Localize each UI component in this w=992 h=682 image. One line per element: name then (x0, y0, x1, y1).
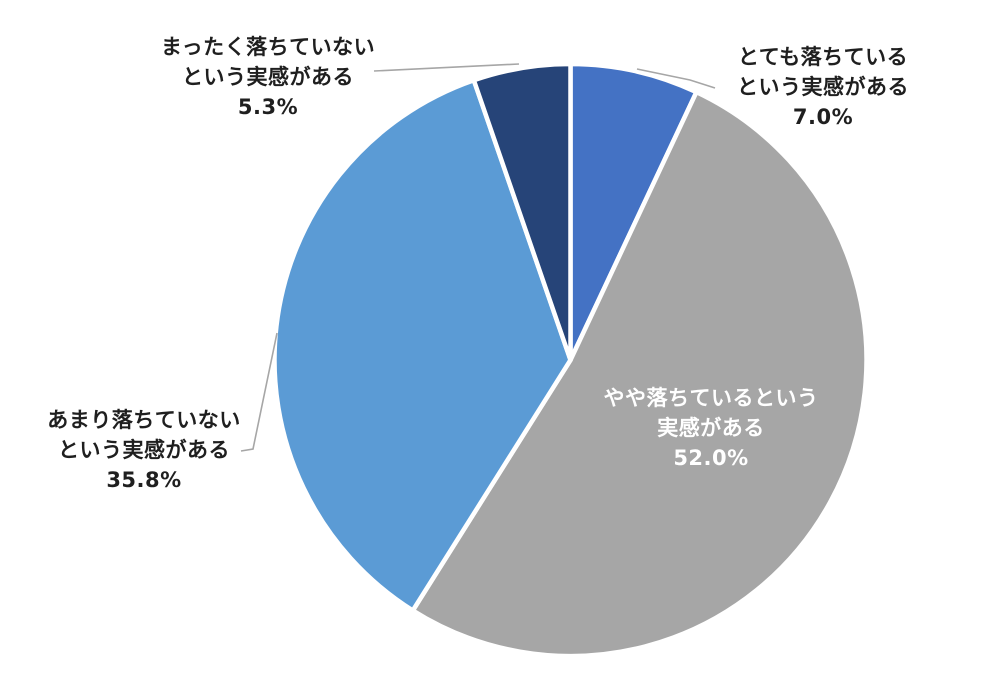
label-line: という実感がある (737, 75, 909, 99)
label-value: 52.0% (673, 446, 749, 470)
label-line: やや落ちているという (603, 386, 819, 410)
leader-line-very-declined (636, 68, 716, 89)
label-line: まったく落ちていない (160, 35, 376, 59)
label-line: 実感がある (657, 416, 765, 440)
pie-slice-not-at-all-declined (471, 61, 573, 363)
label-value: 7.0% (792, 105, 854, 129)
data-label-somewhat-declined: やや落ちているという 実感がある 52.0% (571, 383, 851, 473)
pie-slice-not-much-declined (272, 77, 573, 613)
pie-slice-very-declined (568, 61, 699, 363)
data-label-not-at-all-declined: まったく落ちていない という実感がある 5.3% (148, 32, 388, 122)
label-value: 5.3% (237, 95, 299, 119)
pie-slice-somewhat-declined (410, 89, 869, 659)
label-line: という実感がある (182, 65, 354, 89)
label-line: あまり落ちていない (47, 408, 241, 432)
leader-line-not-at-all-declined (373, 63, 520, 72)
label-line: という実感がある (58, 438, 230, 462)
data-label-not-much-declined: あまり落ちていない という実感がある 35.8% (24, 405, 264, 495)
label-value: 35.8% (106, 468, 182, 492)
leader-line-not-much-declined (240, 332, 278, 452)
label-line: とても落ちている (737, 45, 909, 69)
data-label-very-declined: とても落ちている という実感がある 7.0% (713, 42, 933, 132)
